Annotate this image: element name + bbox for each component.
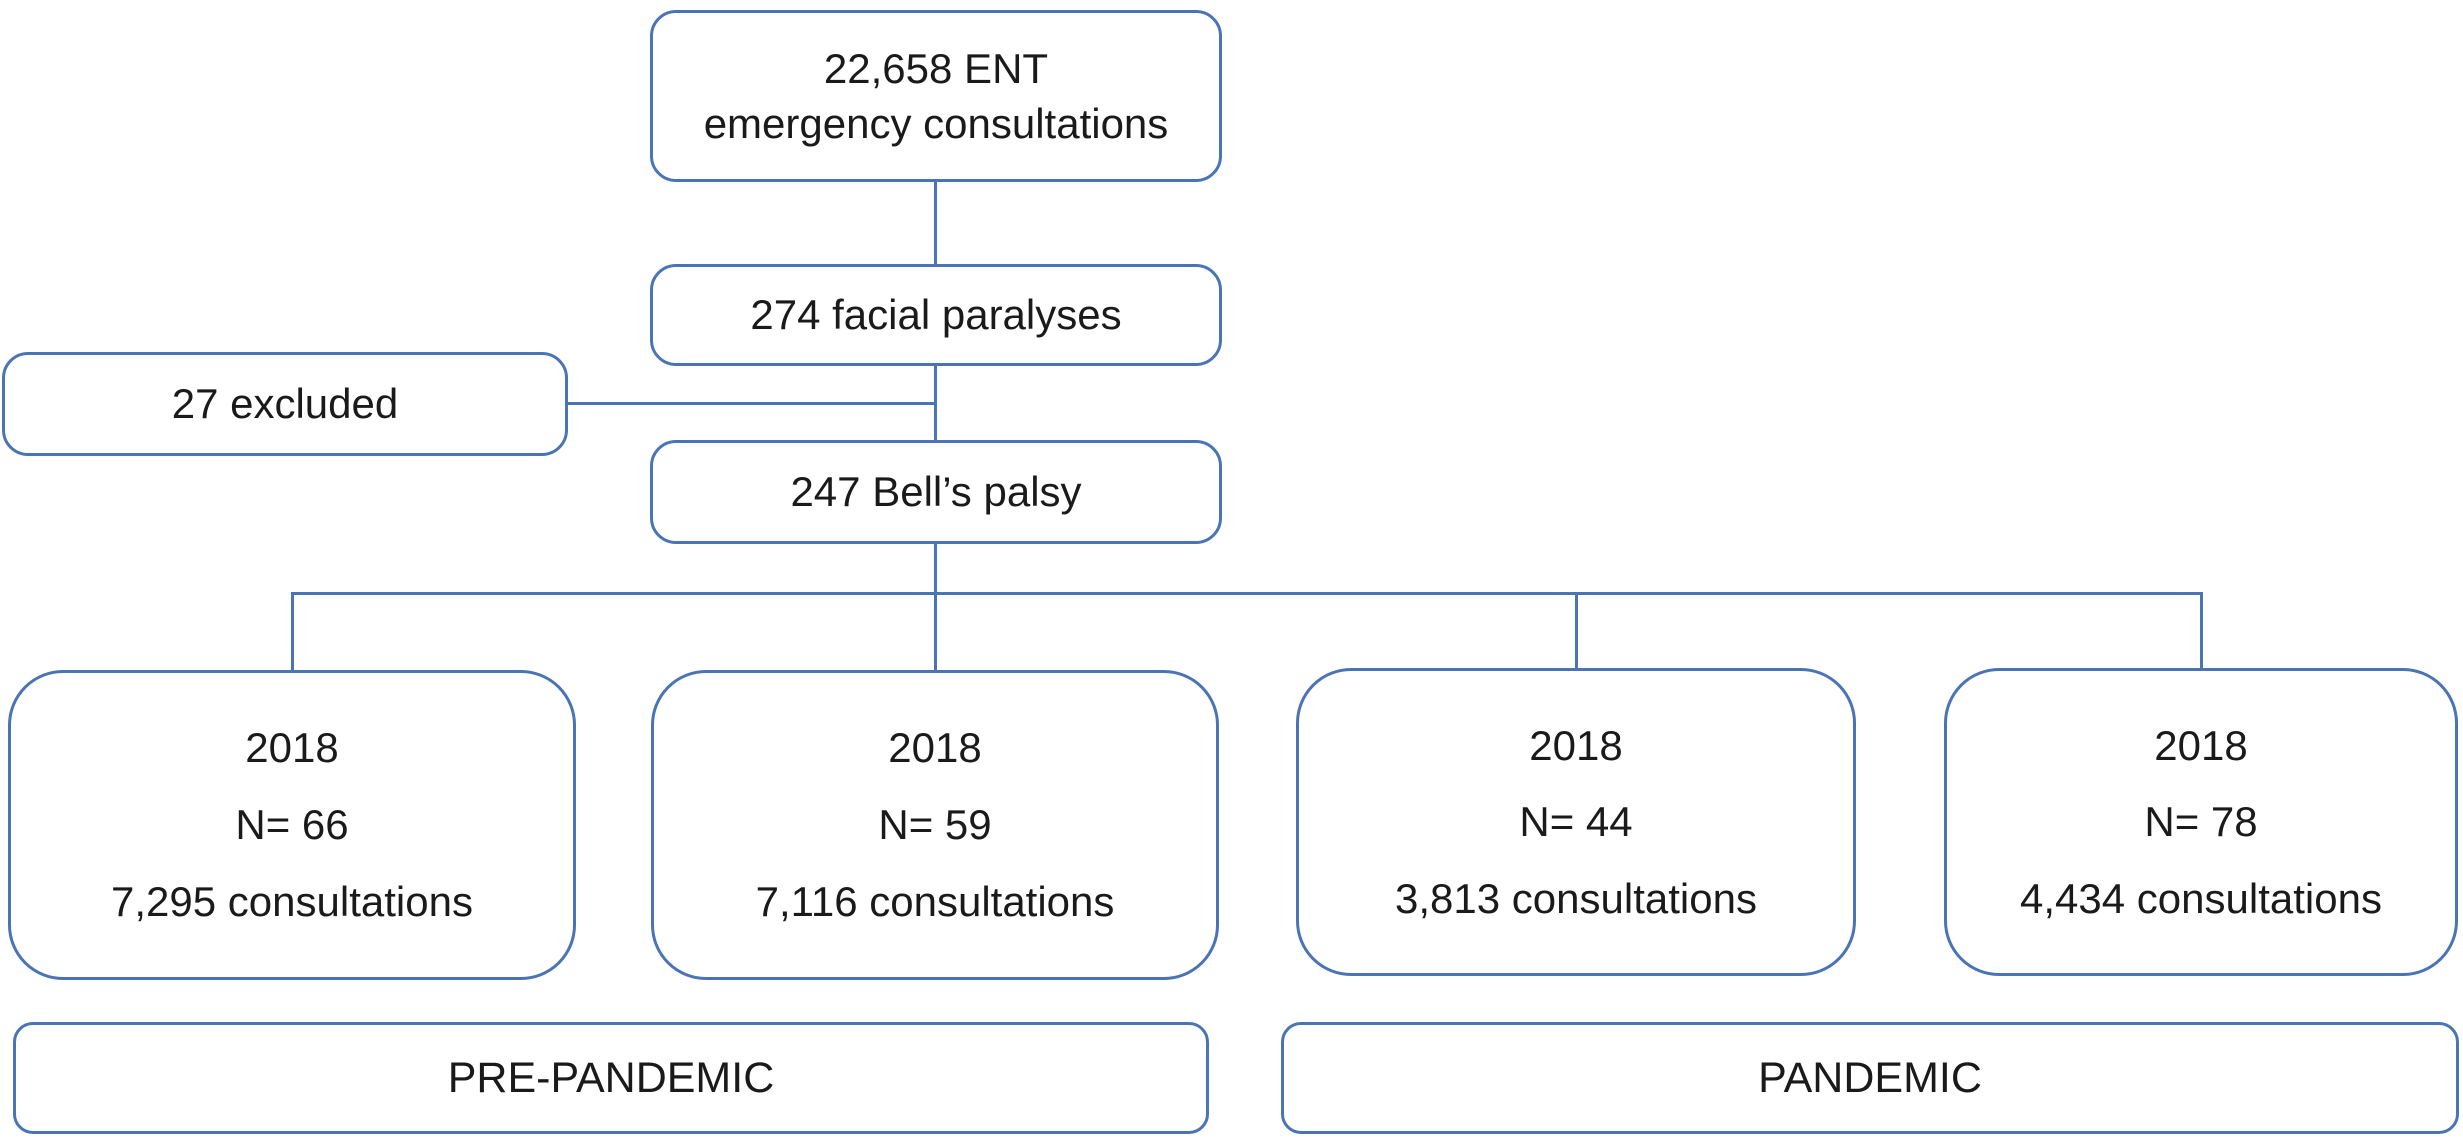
connector-excluded-branch	[566, 402, 936, 405]
cohort-2-consultations: 7,116 consultations	[755, 878, 1115, 926]
cohort-1-consultations: 7,295 consultations	[111, 878, 473, 926]
connector-drop-cohort-2	[934, 592, 937, 672]
cohort-3-n: N= 44	[1519, 798, 1633, 846]
cohort-4-year: 2018	[2154, 721, 2248, 769]
cohort-box-3: 2018 N= 44 3,813 consultations	[1296, 668, 1856, 976]
facial-paralyses-label: 274 facial paralyses	[750, 291, 1122, 339]
connector-drop-cohort-4	[2200, 592, 2203, 670]
excluded-box: 27 excluded	[2, 352, 568, 456]
connector-ent-to-facial	[934, 182, 937, 266]
pandemic-label: PANDEMIC	[1758, 1053, 1982, 1102]
bells-palsy-label: 247 Bell’s palsy	[790, 468, 1082, 516]
pre-pandemic-label: PRE-PANDEMIC	[447, 1053, 775, 1102]
pre-pandemic-label-box: PRE-PANDEMIC	[13, 1022, 1209, 1134]
connector-bells-down	[934, 544, 937, 594]
cohort-2-n: N= 59	[878, 801, 992, 849]
cohort-4-n: N= 78	[2144, 798, 2258, 846]
cohort-1-n: N= 66	[235, 801, 349, 849]
connector-drop-cohort-3	[1575, 592, 1578, 670]
cohort-box-1: 2018 N= 66 7,295 consultations	[8, 670, 576, 980]
cohort-2-year: 2018	[888, 724, 982, 772]
cohort-box-2: 2018 N= 59 7,116 consultations	[651, 670, 1219, 980]
connector-drop-cohort-1	[291, 592, 294, 672]
facial-paralyses-box: 274 facial paralyses	[650, 264, 1222, 366]
excluded-label: 27 excluded	[171, 380, 399, 428]
bells-palsy-box: 247 Bell’s palsy	[650, 440, 1222, 544]
ent-consultations-box: 22,658 ENT emergency consultations	[650, 10, 1222, 182]
ent-consultations-label: 22,658 ENT emergency consultations	[703, 44, 1169, 147]
cohort-1-year: 2018	[245, 724, 339, 772]
connector-main-horizontal	[291, 592, 2203, 595]
cohort-3-consultations: 3,813 consultations	[1395, 874, 1757, 922]
cohort-4-consultations: 4,434 consultations	[2020, 874, 2382, 922]
cohort-3-year: 2018	[1529, 721, 1623, 769]
cohort-box-4: 2018 N= 78 4,434 consultations	[1944, 668, 2458, 976]
pandemic-label-box: PANDEMIC	[1281, 1022, 2459, 1134]
